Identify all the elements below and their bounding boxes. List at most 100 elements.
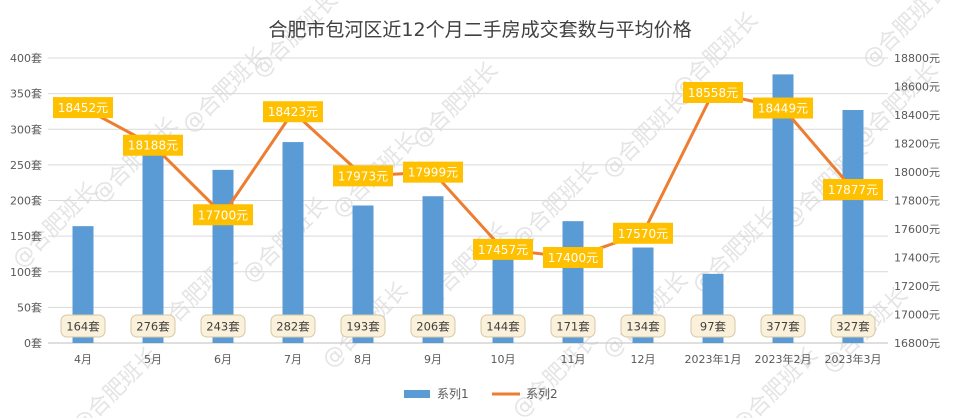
watermark-text: @合肥班长 [598,88,693,183]
bar-label: 377套 [766,320,800,334]
line-label-box [53,97,113,119]
line-label-box [263,101,323,123]
legend-label: 系列2 [526,387,558,401]
line-label-box [193,204,253,226]
y-right-tick-label: 18800元 [894,52,940,65]
watermark-text: @合肥班长 [408,58,503,153]
line-label: 18558元 [688,86,738,100]
bar [352,205,374,343]
y-right-tick-label: 16800元 [894,337,940,350]
bar-label: 282套 [276,320,310,334]
x-tick-label: 2023年2月 [755,352,812,366]
y-right-tick-label: 18400元 [894,109,940,122]
y-right-tick-label: 18200元 [894,138,940,151]
axes: 0套 50套 100套 150套 200套 250套 300套 350套 400套 16800元 1… [10,52,940,366]
bar-label-box [620,314,666,338]
line-label-box [403,161,463,183]
bar-label-box [760,314,806,338]
y-right-tick-label: 17000元 [894,309,940,322]
bar-label-box [130,314,176,338]
bar-label: 193套 [346,320,380,334]
bar-label-box [200,314,246,338]
bar-label: 144套 [486,320,520,334]
watermark-text: @合肥班长 [508,158,603,253]
line-label-box [543,247,603,268]
y-right-tick-label: 18000元 [894,166,940,179]
x-tick-label: 12月 [631,353,656,366]
x-tick-label: 6月 [214,353,232,366]
y-left-tick-label: 250套 [10,159,42,172]
bar [772,74,794,343]
y-right-tick-label: 17400元 [894,252,940,265]
line-label: 18449元 [758,102,808,116]
y-right-tick-label: 17600元 [894,223,940,236]
bar-label-box [270,314,316,338]
x-tick-label: 11月 [561,353,586,366]
legend-swatch-bar [404,390,430,398]
line-label: 17973元 [338,169,388,183]
bar-label-box [60,314,106,338]
y-left-tick-label: 150套 [10,230,42,243]
line-label: 18452元 [58,101,108,115]
bar [282,142,304,343]
y-left-tick-label: 300套 [10,123,42,136]
line-label-box [473,238,533,260]
watermark-text: @合肥班长 [688,203,783,298]
y-right-tick-label: 17200元 [894,280,940,293]
line-label-box [613,222,673,244]
bar [142,146,164,343]
line-label: 17700元 [198,208,248,222]
line-label: 18188元 [128,139,178,153]
y-left-tick-label: 100套 [10,266,42,279]
x-tick-label: 2023年3月 [825,352,882,366]
data-labels: 164套 276套 243套 282套 193套 206套 144套 171套 134套 97套 3… [53,81,883,338]
line-label: 17877元 [828,183,878,197]
watermark-text: @合肥班长 [508,328,603,418]
bar-label-box [480,314,526,338]
line-label: 17457元 [478,243,528,257]
line-label-box [753,97,813,119]
y-right-tick-label: 17800元 [894,195,940,208]
bar-label: 276套 [136,320,170,334]
watermark-text: @合肥班长 [248,0,343,83]
bar-label: 97套 [700,320,727,334]
y-left-tick-label: 400套 [10,52,42,65]
x-tick-label: 8月 [354,353,372,366]
y-left-tick-label: 200套 [10,195,42,208]
bar-label-box [690,314,736,338]
line-label-box [683,81,743,103]
line-label-box [123,134,183,156]
x-tick-label: 4月 [74,353,92,366]
bar-label-box [830,314,876,338]
y-left-tick-label: 0套 [24,337,42,350]
x-tick-label: 5月 [144,353,162,366]
line-label-box [333,165,393,187]
bar [72,226,94,343]
y-left-tick-label: 350套 [10,88,42,101]
x-tick-label: 10月 [491,353,516,366]
line-label: 17570元 [618,227,668,241]
bar-label-box [340,314,386,338]
bar-label: 134套 [626,320,660,334]
bar [422,196,444,343]
y-right-tick-label: 18600元 [894,81,940,94]
bar-label-box [550,314,596,338]
bar-label: 171套 [556,320,590,334]
x-tick-label: 9月 [424,353,442,366]
bar-label: 243套 [206,320,240,334]
line-label: 17400元 [548,251,598,265]
x-tick-label: 2023年1月 [685,352,742,366]
bar-label: 206套 [416,320,450,334]
bar-label: 164套 [66,320,100,334]
line-label-box [823,179,883,201]
bar-label: 327套 [836,320,870,334]
bar [842,110,864,343]
legend[interactable]: 系列1 系列2 [404,387,558,401]
line-label: 17999元 [408,166,458,180]
chart-title: 合肥市包河区近12个月二手房成交套数与平均价格 [268,19,691,41]
line-label: 18423元 [268,105,318,119]
gridlines [48,57,888,344]
legend-label: 系列1 [437,387,469,401]
x-tick-label: 7月 [284,353,302,366]
